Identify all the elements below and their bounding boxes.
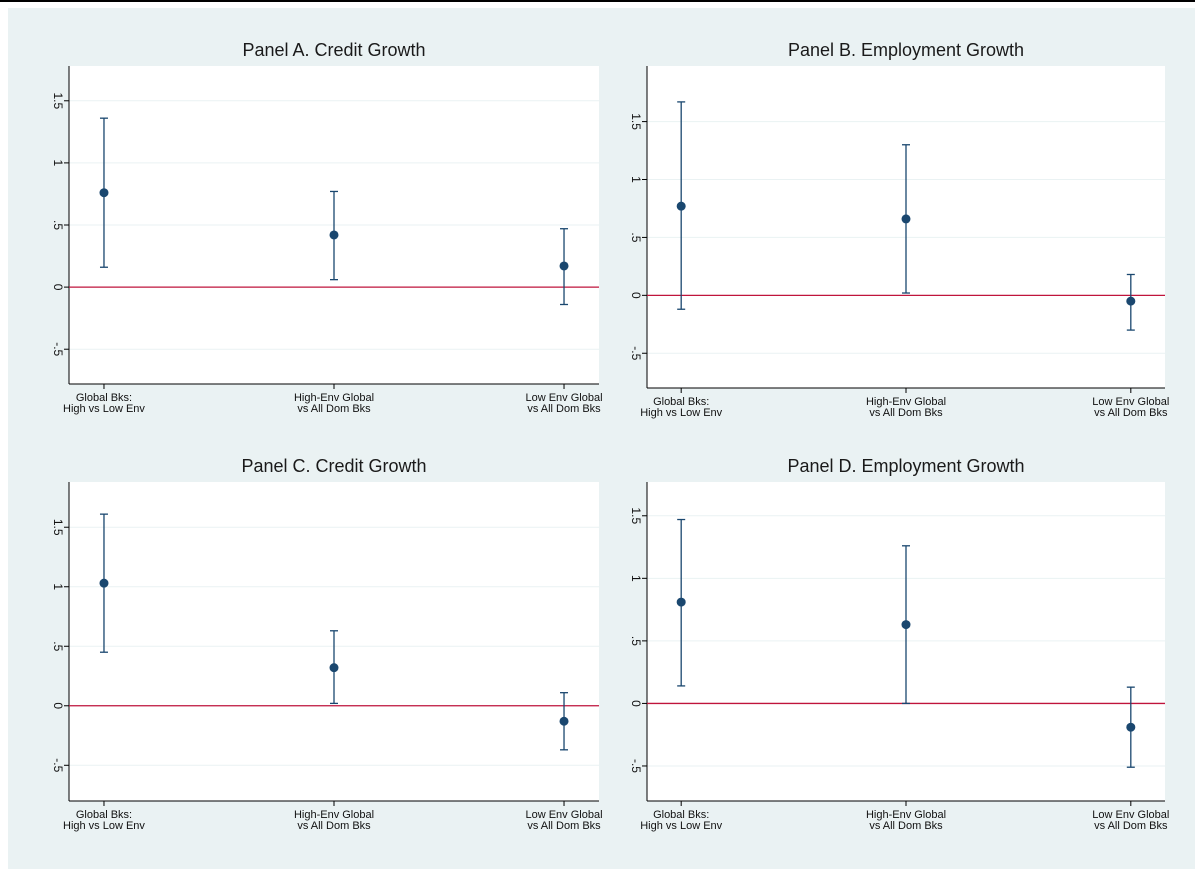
x-category-label-line: Low Env Global xyxy=(1092,396,1169,408)
x-category-label: Low Env Global vs All Dom Bks xyxy=(525,809,602,832)
x-category-label-line: vs All Dom Bks xyxy=(527,820,601,832)
y-tick-label: -.5 xyxy=(629,759,643,773)
x-category-label: Global Bks: High vs Low Env xyxy=(63,809,145,832)
x-category-label-line: Low Env Global xyxy=(525,809,602,821)
point-estimate xyxy=(559,716,569,726)
y-tick-label: 1 xyxy=(51,160,65,167)
y-tick-label: 1 xyxy=(51,583,65,590)
x-category-label: High-Env Global vs All Dom Bks xyxy=(866,396,946,419)
panel-d-employment-growth: Panel D. Employment Growth -.5 0 .5 1 1.5 Glob… xyxy=(629,456,1170,832)
x-category-label-line: High vs Low Env xyxy=(63,403,145,415)
x-category-label-line: vs All Dom Bks xyxy=(297,820,371,832)
x-category-label: Low Env Global vs All Dom Bks xyxy=(525,392,602,415)
panel-b-employment-growth: Panel B. Employment Growth -.5 0 .5 1 1.5 Glob… xyxy=(629,40,1170,419)
x-category-label-line: Global Bks: xyxy=(653,809,709,821)
point-estimate xyxy=(676,201,686,211)
y-tick-label: -.5 xyxy=(51,342,65,356)
y-tick-label: 1.5 xyxy=(629,507,643,524)
x-category-label: Global Bks: High vs Low Env xyxy=(640,809,722,832)
panel-c-credit-growth: Panel C. Credit Growth -.5 0 .5 1 1.5 Global B… xyxy=(51,456,603,832)
x-category-label: High-Env Global vs All Dom Bks xyxy=(866,809,946,832)
y-tick-label: 1 xyxy=(629,176,643,183)
top-rule xyxy=(0,0,1195,2)
y-tick-label: 0 xyxy=(629,292,643,299)
panel-title: Panel B. Employment Growth xyxy=(788,40,1024,60)
x-category-label-line: vs All Dom Bks xyxy=(527,403,601,415)
x-category-label: Global Bks: High vs Low Env xyxy=(63,392,145,415)
x-category-label-line: High vs Low Env xyxy=(640,407,722,419)
x-category-label-line: Low Env Global xyxy=(1092,809,1169,821)
y-tick-label: -.5 xyxy=(629,346,643,360)
x-category-label-line: vs All Dom Bks xyxy=(1094,407,1168,419)
x-category-label-line: High-Env Global xyxy=(294,809,374,821)
x-category-label-line: High vs Low Env xyxy=(63,820,145,832)
x-category-label-line: Global Bks: xyxy=(76,392,132,404)
x-category-label-line: Global Bks: xyxy=(76,809,132,821)
point-estimate xyxy=(1126,722,1136,732)
x-category-label: Low Env Global vs All Dom Bks xyxy=(1092,809,1169,832)
panel-a-credit-growth: Panel A. Credit Growth -.5 0 .5 1 1.5 Global B… xyxy=(51,40,603,415)
point-estimate xyxy=(676,597,686,607)
y-tick-label: 1.5 xyxy=(629,113,643,130)
x-category-label: Global Bks: High vs Low Env xyxy=(640,396,722,419)
panel-title: Panel D. Employment Growth xyxy=(787,456,1024,476)
x-category-label-line: vs All Dom Bks xyxy=(297,403,371,415)
x-category-label: High-Env Global vs All Dom Bks xyxy=(294,392,374,415)
panel-title: Panel C. Credit Growth xyxy=(241,456,426,476)
point-estimate xyxy=(99,578,109,588)
point-estimate xyxy=(1126,296,1136,306)
x-category-label-line: vs All Dom Bks xyxy=(869,407,943,419)
x-category-label-line: High-Env Global xyxy=(866,809,946,821)
point-estimate xyxy=(329,663,339,673)
point-estimate xyxy=(329,230,339,240)
y-tick-label: 0 xyxy=(629,700,643,707)
y-tick-label: 1 xyxy=(629,575,643,582)
point-estimate xyxy=(559,261,569,271)
y-tick-label: -.5 xyxy=(51,758,65,772)
y-tick-label: .5 xyxy=(629,232,643,242)
x-category-label: High-Env Global vs All Dom Bks xyxy=(294,809,374,832)
point-estimate xyxy=(901,214,911,224)
x-category-label-line: High-Env Global xyxy=(294,392,374,404)
y-tick-label: 0 xyxy=(51,284,65,291)
x-category-label-line: Global Bks: xyxy=(653,396,709,408)
panel-title: Panel A. Credit Growth xyxy=(242,40,425,60)
y-tick-label: .5 xyxy=(51,641,65,651)
x-category-label-line: High-Env Global xyxy=(866,396,946,408)
x-category-label-line: vs All Dom Bks xyxy=(1094,820,1168,832)
y-tick-label: .5 xyxy=(51,220,65,230)
y-tick-label: .5 xyxy=(629,636,643,646)
y-tick-label: 1.5 xyxy=(51,519,65,536)
y-tick-label: 1.5 xyxy=(51,92,65,109)
x-category-label-line: High vs Low Env xyxy=(640,820,722,832)
y-tick-label: 0 xyxy=(51,702,65,709)
x-category-label-line: Low Env Global xyxy=(525,392,602,404)
point-estimate xyxy=(99,188,109,198)
x-category-label-line: vs All Dom Bks xyxy=(869,820,943,832)
point-estimate xyxy=(901,620,911,630)
x-category-label: Low Env Global vs All Dom Bks xyxy=(1092,396,1169,419)
